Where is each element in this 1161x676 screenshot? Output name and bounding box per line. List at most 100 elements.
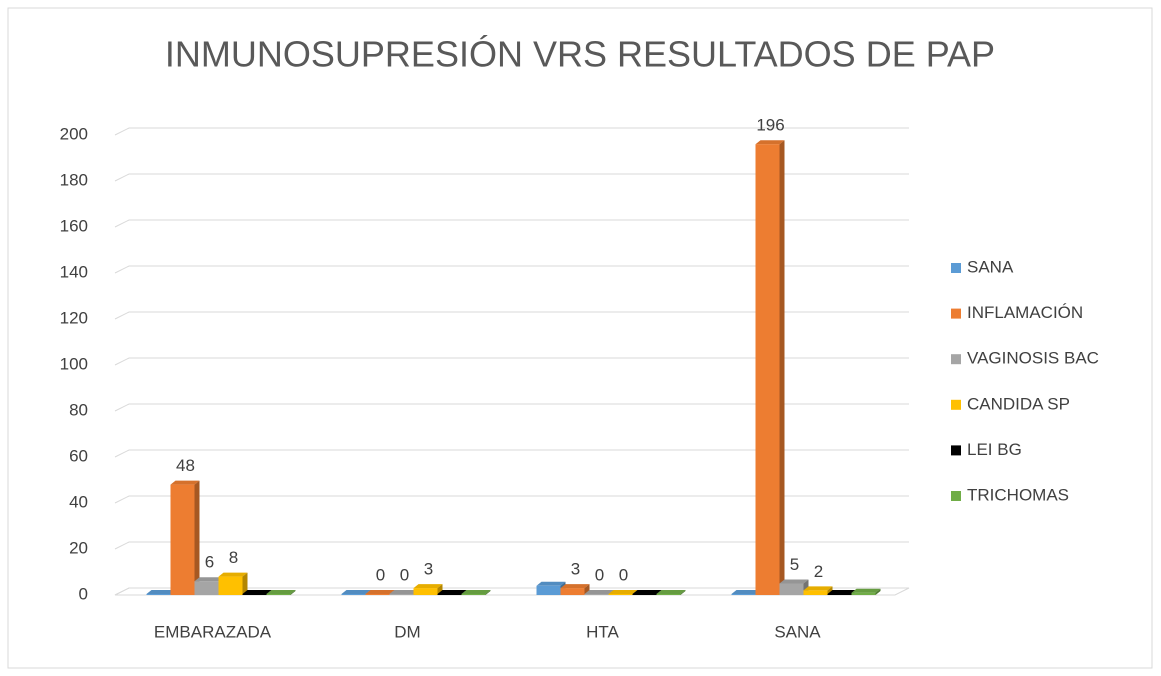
bar (584, 594, 609, 595)
y-tick-label: 160 (60, 216, 88, 235)
bar (560, 588, 585, 595)
y-tick-label: 60 (69, 446, 88, 465)
bar-top (461, 590, 491, 594)
y-tick-label: 40 (69, 492, 88, 511)
bar (803, 590, 828, 595)
y-tick-label: 0 (79, 584, 88, 603)
data-label: 6 (205, 553, 214, 572)
bar-side (875, 588, 881, 595)
legend-label: SANA (967, 257, 1014, 276)
bar (170, 484, 195, 595)
data-label: 48 (176, 456, 195, 475)
bar-top (632, 590, 662, 594)
bar-top (755, 140, 785, 145)
bar-side (680, 590, 686, 595)
bar (827, 594, 852, 595)
bar-top (656, 590, 686, 594)
bar (632, 594, 657, 595)
bar (389, 594, 414, 595)
bar-top (584, 590, 614, 594)
x-tick-label: DM (394, 622, 420, 641)
bar-top (194, 577, 224, 582)
x-tick-label: EMBARAZADA (154, 622, 272, 641)
bar (341, 594, 366, 595)
y-tick-label: 180 (60, 170, 88, 189)
bar-side (194, 480, 200, 595)
bar (608, 594, 633, 595)
grid-line (114, 265, 130, 274)
bar-side (827, 586, 833, 595)
data-label: 3 (424, 560, 433, 579)
x-tick-label: HTA (586, 622, 619, 641)
bar-top (827, 590, 857, 594)
grid-line (114, 173, 130, 182)
legend-label: VAGINOSIS BAC (967, 349, 1099, 368)
bar-side (485, 590, 491, 595)
grid-line (114, 357, 130, 366)
grid-line (114, 449, 130, 458)
bar-top (389, 590, 419, 594)
bar-top (170, 480, 200, 485)
grid-line (114, 311, 130, 320)
bar (146, 594, 171, 595)
legend-swatch (951, 491, 961, 501)
bar (851, 592, 876, 595)
legend-swatch (951, 445, 961, 456)
legend-label: CANDIDA SP (967, 394, 1070, 413)
bar-top (851, 588, 881, 593)
bar (437, 594, 462, 595)
bar-top (779, 579, 809, 584)
bar-top (413, 584, 443, 589)
bar (266, 594, 291, 595)
data-label: 0 (595, 565, 604, 584)
grid-line (114, 219, 130, 228)
bar (779, 583, 804, 595)
data-label: 8 (229, 548, 238, 567)
bar-side (437, 584, 443, 595)
bar-top (731, 590, 761, 594)
bar (365, 594, 390, 595)
bar-top (365, 590, 395, 594)
legend-label: LEI BG (967, 440, 1022, 459)
legend-swatch (951, 263, 961, 273)
bar-top (437, 590, 467, 594)
bar-top (803, 586, 833, 591)
data-label: 2 (814, 562, 823, 581)
legend-swatch (951, 399, 961, 410)
y-tick-label: 200 (60, 124, 88, 143)
chart-title: INMUNOSUPRESIÓN VRS RESULTADOS DE PAP (165, 34, 995, 75)
bar (242, 594, 267, 595)
data-label: 3 (571, 560, 580, 579)
bar-top (146, 590, 176, 594)
bar (656, 594, 681, 595)
legend-label: INFLAMACIÓN (967, 303, 1083, 322)
data-label: 0 (376, 565, 385, 584)
bar-top (560, 584, 590, 589)
data-label: 5 (790, 555, 799, 574)
legend-swatch (951, 308, 961, 319)
bar (218, 576, 243, 595)
bar (413, 588, 438, 595)
bar-side (584, 584, 590, 595)
bar-top (608, 590, 638, 594)
y-tick-label: 80 (69, 400, 88, 419)
data-label: 0 (400, 565, 409, 584)
bar (461, 594, 486, 595)
bar (536, 585, 561, 595)
y-tick-label: 20 (69, 538, 88, 557)
bar-top (266, 590, 296, 594)
grid-line (114, 127, 130, 136)
y-tick-label: 100 (60, 354, 88, 373)
data-label: 196 (756, 116, 784, 135)
bar-top (218, 572, 248, 577)
bar-side (290, 590, 296, 595)
bar (755, 144, 780, 595)
grid-line (114, 541, 130, 550)
bar-top (341, 590, 371, 594)
bar-side (242, 572, 248, 595)
grid-line (114, 403, 130, 412)
y-tick-label: 120 (60, 308, 88, 327)
bar (194, 581, 219, 595)
data-label: 0 (619, 565, 628, 584)
